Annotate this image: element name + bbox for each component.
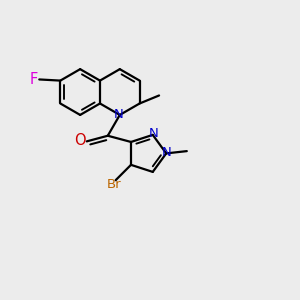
Text: N: N [148, 127, 158, 140]
Text: N: N [114, 107, 124, 121]
Text: Br: Br [107, 178, 122, 191]
Text: F: F [30, 72, 38, 87]
Text: N: N [162, 146, 172, 159]
Text: O: O [74, 133, 86, 148]
